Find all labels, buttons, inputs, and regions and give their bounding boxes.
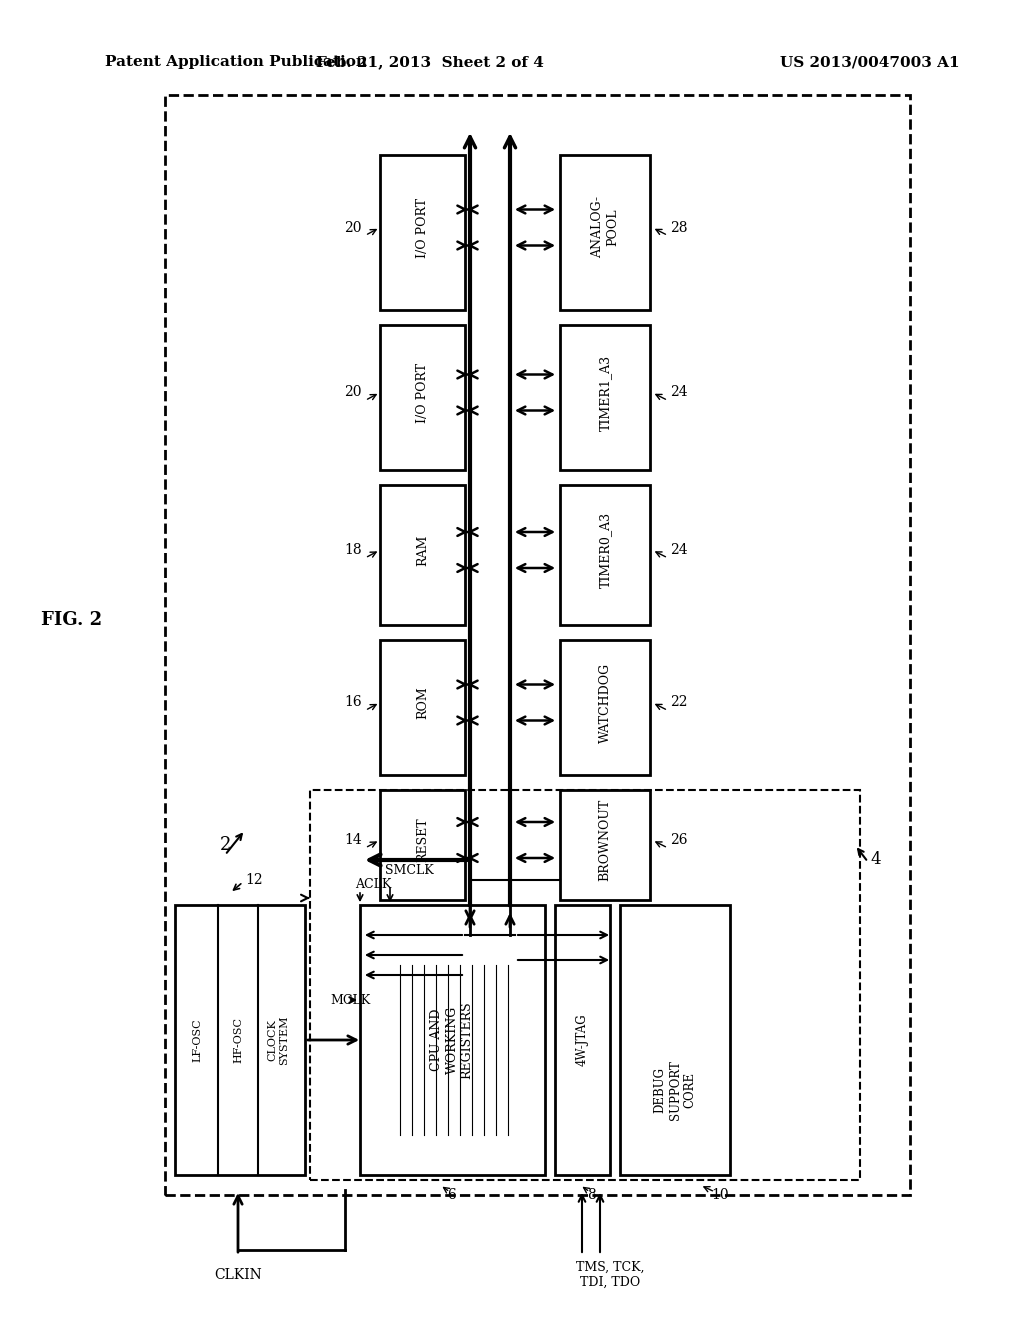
Bar [560,325,650,470]
Text: MCLK: MCLK [330,994,371,1006]
Text: I/O PORT: I/O PORT [416,363,429,422]
Text: 18: 18 [344,543,362,557]
Text: TIMER0_A3: TIMER0_A3 [598,512,611,589]
Text: HF-OSC: HF-OSC [233,1016,243,1063]
Text: 24: 24 [670,385,688,400]
Bar [560,640,650,775]
Text: ROM: ROM [416,686,429,719]
Text: 4W-JTAG: 4W-JTAG [575,1014,589,1067]
Text: 16: 16 [344,696,362,710]
Text: Feb. 21, 2013  Sheet 2 of 4: Feb. 21, 2013 Sheet 2 of 4 [316,55,544,69]
Text: DEBUG
SUPPORT
CORE: DEBUG SUPPORT CORE [653,1060,696,1119]
Bar [620,906,730,1175]
Text: SMCLK: SMCLK [385,863,434,876]
Bar [310,789,860,1180]
Text: RESET: RESET [416,817,429,862]
Bar [380,484,465,624]
Bar [380,154,465,310]
Text: 22: 22 [670,696,687,710]
Text: CLOCK
SYSTEM: CLOCK SYSTEM [267,1015,289,1065]
Bar [560,789,650,900]
Text: 24: 24 [670,543,688,557]
Text: 20: 20 [344,220,362,235]
Bar [380,640,465,775]
Text: 2: 2 [220,836,231,854]
Text: I/O PORT: I/O PORT [416,198,429,257]
Text: WATCHDOG: WATCHDOG [598,663,611,743]
Bar [555,906,610,1175]
Text: TMS, TCK,
TDI, TDO: TMS, TCK, TDI, TDO [575,1261,644,1290]
Text: LF-OSC: LF-OSC [193,1018,202,1061]
Bar [165,95,910,1195]
Text: TIMER1_A3: TIMER1_A3 [598,355,611,430]
Text: 14: 14 [344,833,362,847]
Text: RAM: RAM [416,535,429,566]
Text: CPU AND
WORKING
REGISTERS: CPU AND WORKING REGISTERS [430,1001,473,1078]
Bar [560,154,650,310]
Text: 26: 26 [670,833,687,847]
Text: 8: 8 [588,1188,596,1203]
Text: US 2013/0047003 A1: US 2013/0047003 A1 [780,55,959,69]
Bar [380,789,465,900]
Bar [380,325,465,470]
Bar [560,484,650,624]
Text: CLKIN: CLKIN [214,1269,262,1282]
Text: Patent Application Publication: Patent Application Publication [105,55,367,69]
Text: 28: 28 [670,220,687,235]
Text: BROWNOUT: BROWNOUT [598,799,611,882]
Text: 20: 20 [344,385,362,400]
Text: ANALOG-
POOL: ANALOG- POOL [591,197,618,259]
Text: FIG. 2: FIG. 2 [41,611,102,630]
Text: 10: 10 [712,1188,729,1203]
Bar [360,906,545,1175]
Text: 6: 6 [447,1188,457,1203]
Bar [175,906,305,1175]
Text: 12: 12 [245,873,262,887]
Text: ACLK: ACLK [355,879,391,891]
Text: 4: 4 [870,851,881,869]
